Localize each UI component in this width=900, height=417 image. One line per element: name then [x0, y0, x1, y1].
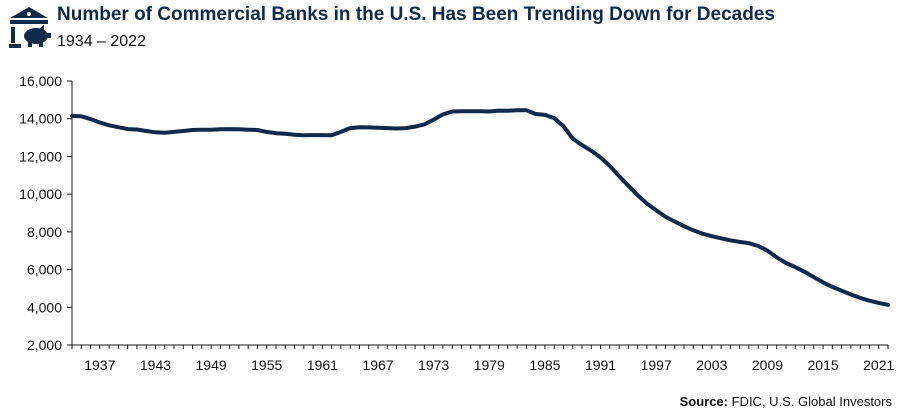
- y-tick-label: 16,000: [19, 73, 62, 89]
- bank-base-icon: [10, 20, 48, 24]
- source-note: Source: FDIC, U.S. Global Investors: [680, 394, 892, 409]
- y-tick-label: 8,000: [27, 224, 62, 240]
- piggy-body-icon: [24, 28, 48, 44]
- x-tick-label: 1991: [585, 357, 616, 373]
- x-tick-label: 2003: [696, 357, 727, 373]
- x-tick-label: 1997: [641, 357, 672, 373]
- x-tick-label: 1979: [474, 357, 505, 373]
- x-tick-label: 1937: [84, 357, 115, 373]
- y-tick-label: 6,000: [27, 262, 62, 278]
- y-tick-label: 14,000: [19, 111, 62, 127]
- source-label: Source:: [679, 394, 728, 409]
- x-tick-label: 1967: [362, 357, 393, 373]
- piggy-ear-icon: [39, 25, 44, 31]
- y-tick-label: 4,000: [27, 299, 62, 315]
- source-text: FDIC, U.S. Global Investors: [731, 394, 892, 409]
- x-tick-label: 1955: [251, 357, 282, 373]
- y-tick-label: 10,000: [19, 186, 62, 202]
- bank-piggy-logo-icon: [9, 7, 51, 48]
- y-tick-label: 2,000: [27, 337, 62, 353]
- x-tick-label: 2009: [752, 357, 783, 373]
- piggy-snout-icon: [47, 33, 51, 38]
- bank-floor-icon: [9, 44, 21, 48]
- x-tick-label: 1973: [418, 357, 449, 373]
- chart-subtitle: 1934 – 2022: [57, 33, 146, 50]
- y-tick-label: 12,000: [19, 148, 62, 164]
- chart-title: Number of Commercial Banks in the U.S. H…: [57, 4, 775, 25]
- bank-column-icon: [11, 27, 15, 43]
- series-group: [70, 108, 890, 307]
- series-line-commercial-banks: [70, 108, 890, 307]
- x-tick-label: 1949: [196, 357, 227, 373]
- x-tick-label: 1985: [529, 357, 560, 373]
- bank-roof-emblem: [27, 12, 31, 16]
- x-tick-label: 1961: [307, 357, 338, 373]
- x-tick-label: 2015: [808, 357, 839, 373]
- piggy-leg-icon: [28, 41, 32, 47]
- x-tick-label: 1943: [140, 357, 171, 373]
- piggy-leg-icon: [39, 41, 43, 47]
- x-axis: 1937 1943 1949 1955 1961 1967 1973 1979 1985 1991…: [71, 344, 895, 373]
- x-tick-label: 2021: [863, 357, 894, 373]
- y-axis: 2,000 4,000 6,000 8,000 10,000 12,000 14,000 16…: [19, 73, 73, 353]
